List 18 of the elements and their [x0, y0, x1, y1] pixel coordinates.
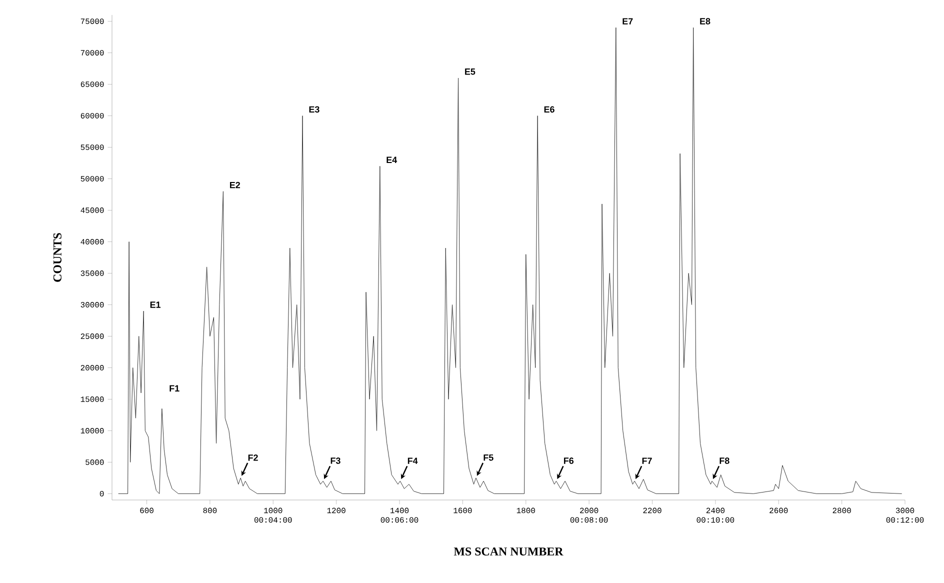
y-axis-title: COUNTS [53, 233, 62, 282]
annotation: F3 [330, 458, 340, 464]
annotation: F8 [720, 458, 730, 464]
annotation: E8 [700, 18, 710, 24]
annotation: E4 [386, 156, 398, 163]
annotation: E6 [544, 106, 554, 113]
annotation: E7 [622, 18, 633, 24]
annotation: F2 [248, 454, 258, 461]
annotation: E5 [465, 68, 476, 75]
annotation: E1 [150, 302, 161, 308]
annotation: E3 [309, 106, 320, 113]
annotation: F4 [408, 458, 418, 464]
annotation: F6 [564, 458, 574, 464]
x-axis-title: MS SCAN NUMBER [454, 547, 564, 556]
annotation: F7 [642, 458, 652, 464]
annotation: F1 [170, 385, 180, 392]
annotation: E2 [230, 182, 240, 188]
annotation: F5 [484, 454, 494, 461]
